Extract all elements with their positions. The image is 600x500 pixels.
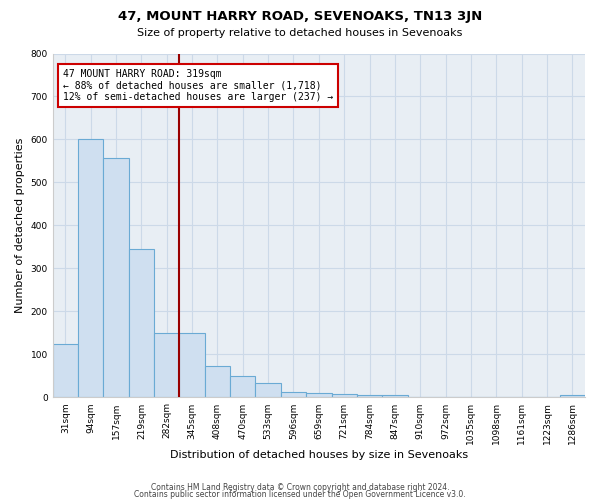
Bar (281, 392, 306, 398)
Y-axis label: Number of detached properties: Number of detached properties (15, 138, 25, 313)
Text: 47, MOUNT HARRY ROAD, SEVENOAKS, TN13 3JN: 47, MOUNT HARRY ROAD, SEVENOAKS, TN13 3J… (118, 10, 482, 23)
Bar (154, 333, 179, 398)
Bar (103, 158, 129, 398)
Bar (78, 140, 103, 398)
Bar (560, 396, 585, 398)
Bar (53, 344, 78, 398)
Bar (230, 376, 256, 398)
Bar (306, 393, 332, 398)
Bar (256, 384, 281, 398)
X-axis label: Distribution of detached houses by size in Sevenoaks: Distribution of detached houses by size … (170, 450, 468, 460)
Bar (382, 396, 407, 398)
Bar (179, 333, 205, 398)
Text: Contains public sector information licensed under the Open Government Licence v3: Contains public sector information licen… (134, 490, 466, 499)
Text: Contains HM Land Registry data © Crown copyright and database right 2024.: Contains HM Land Registry data © Crown c… (151, 484, 449, 492)
Bar (332, 394, 357, 398)
Bar (357, 396, 382, 398)
Bar (129, 249, 154, 398)
Bar (205, 366, 230, 398)
Text: 47 MOUNT HARRY ROAD: 319sqm
← 88% of detached houses are smaller (1,718)
12% of : 47 MOUNT HARRY ROAD: 319sqm ← 88% of det… (64, 69, 334, 102)
Text: Size of property relative to detached houses in Sevenoaks: Size of property relative to detached ho… (137, 28, 463, 38)
